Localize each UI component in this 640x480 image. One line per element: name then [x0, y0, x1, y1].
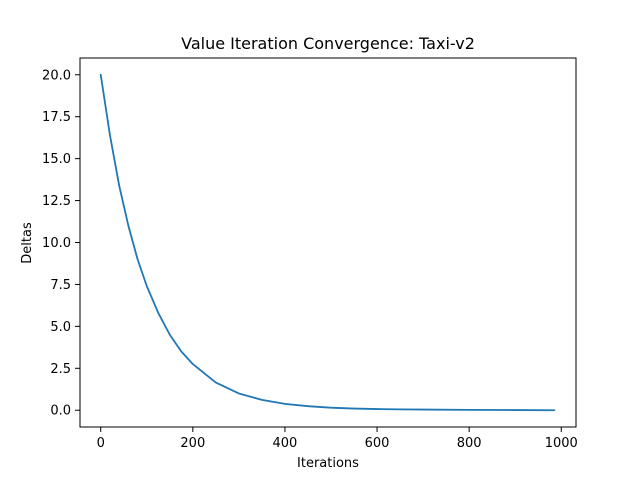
x-tick-label: 600 [365, 436, 390, 451]
series-line [99, 73, 556, 412]
x-tick-label: 200 [180, 436, 205, 451]
plot-area [99, 73, 556, 412]
x-tick-label: 800 [457, 436, 482, 451]
y-tick-label: 20.0 [42, 68, 71, 83]
x-tick-label: 1000 [545, 436, 578, 451]
y-axis-label: Deltas [20, 222, 35, 264]
y-tick-label: 10.0 [42, 236, 71, 251]
y-axis-ticks: 0.0 2.5 5.0 7.5 10.0 12.5 15.0 17.5 20.0 [42, 68, 80, 419]
chart-title: Value Iteration Convergence: Taxi-v2 [181, 34, 475, 53]
y-tick-label: 0.0 [50, 404, 71, 419]
y-tick-label: 5.0 [50, 320, 71, 335]
y-tick-label: 12.5 [42, 194, 71, 209]
y-tick-label: 17.5 [42, 110, 71, 125]
y-tick-label: 15.0 [42, 152, 71, 167]
x-tick-label: 0 [97, 436, 105, 451]
x-axis-label: Iterations [297, 456, 359, 471]
y-tick-label: 7.5 [50, 278, 71, 293]
y-tick-label: 2.5 [50, 362, 71, 377]
x-tick-label: 400 [273, 436, 298, 451]
x-axis-ticks: 0 200 400 600 800 1000 [97, 427, 578, 451]
